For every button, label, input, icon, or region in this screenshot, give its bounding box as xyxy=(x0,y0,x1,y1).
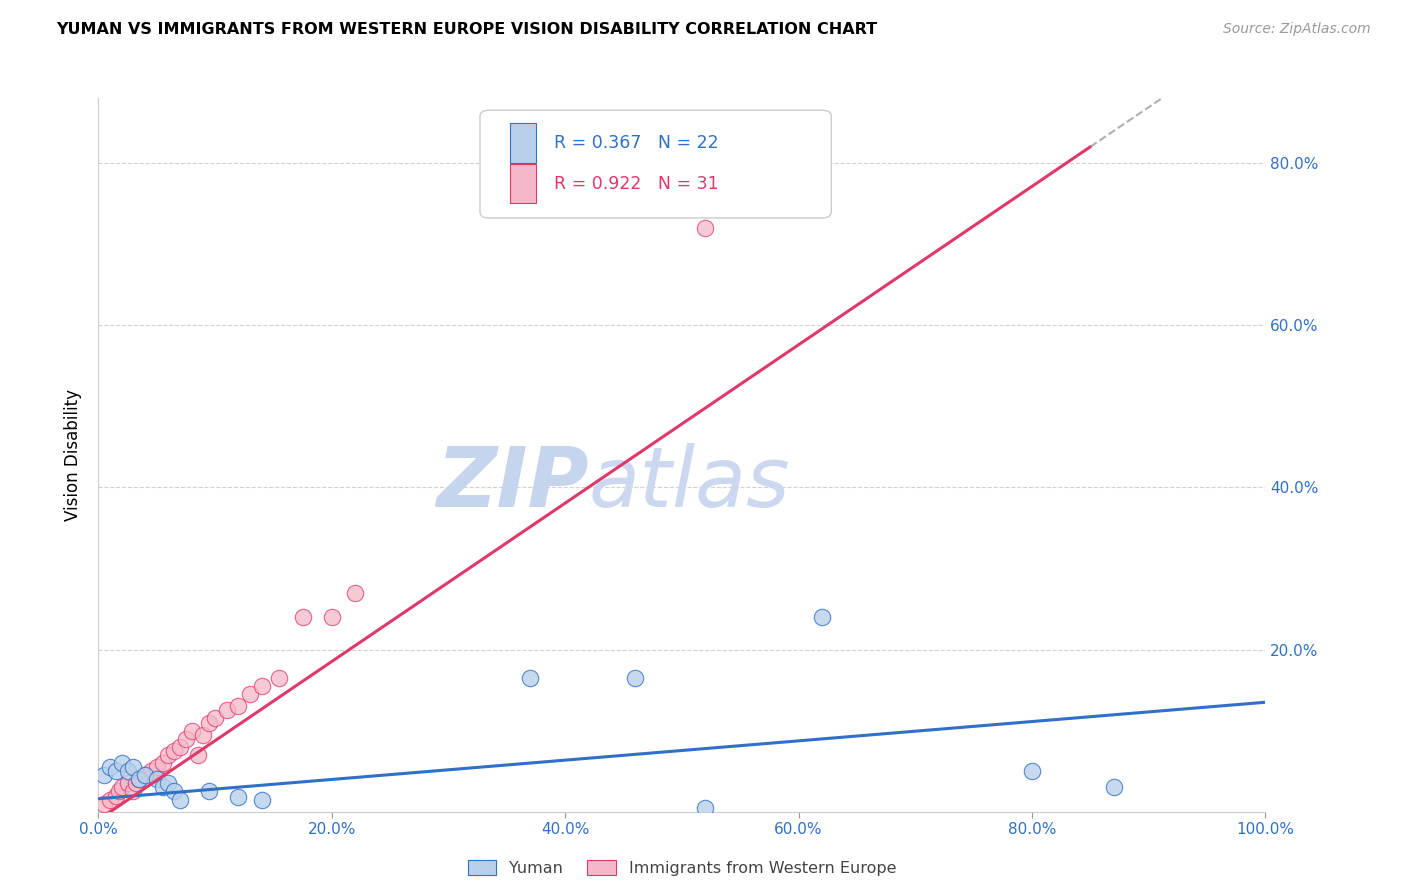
Point xyxy=(1021,764,1043,779)
Point xyxy=(128,772,150,787)
Point xyxy=(174,731,197,746)
Text: R = 0.922   N = 31: R = 0.922 N = 31 xyxy=(554,175,718,193)
Point xyxy=(321,610,343,624)
Point xyxy=(98,792,121,806)
Point xyxy=(122,784,145,798)
Point xyxy=(519,671,541,685)
Point xyxy=(228,699,250,714)
Point xyxy=(152,780,174,795)
Text: YUMAN VS IMMIGRANTS FROM WESTERN EUROPE VISION DISABILITY CORRELATION CHART: YUMAN VS IMMIGRANTS FROM WESTERN EUROPE … xyxy=(56,22,877,37)
Point xyxy=(204,711,226,725)
Point xyxy=(250,679,273,693)
Point xyxy=(163,744,186,758)
Text: Source: ZipAtlas.com: Source: ZipAtlas.com xyxy=(1223,22,1371,37)
Point xyxy=(134,768,156,782)
Point xyxy=(1102,780,1125,795)
Point xyxy=(146,772,169,787)
Point xyxy=(157,747,180,762)
Text: ZIP: ZIP xyxy=(436,443,589,524)
Point xyxy=(180,723,202,738)
Point xyxy=(122,760,145,774)
Point xyxy=(108,784,131,798)
Point xyxy=(811,610,834,624)
Point xyxy=(228,790,250,805)
Point xyxy=(104,789,127,803)
Point xyxy=(163,784,186,798)
Point xyxy=(93,768,115,782)
Text: R = 0.367   N = 22: R = 0.367 N = 22 xyxy=(554,134,718,152)
Point xyxy=(117,764,139,779)
Point xyxy=(198,784,221,798)
Point xyxy=(146,760,169,774)
Point xyxy=(98,760,121,774)
Point xyxy=(187,747,209,762)
Point xyxy=(239,687,262,701)
Y-axis label: Vision Disability: Vision Disability xyxy=(65,389,83,521)
Point xyxy=(128,772,150,787)
Point xyxy=(198,715,221,730)
Text: atlas: atlas xyxy=(589,443,790,524)
FancyBboxPatch shape xyxy=(510,123,536,162)
Point xyxy=(269,671,291,685)
Point xyxy=(695,220,717,235)
Point xyxy=(344,586,367,600)
Point xyxy=(695,800,717,814)
Point xyxy=(193,728,215,742)
FancyBboxPatch shape xyxy=(479,111,831,218)
Point xyxy=(624,671,647,685)
Point xyxy=(291,610,314,624)
Point xyxy=(152,756,174,770)
Legend: Yuman, Immigrants from Western Europe: Yuman, Immigrants from Western Europe xyxy=(461,854,903,882)
Point xyxy=(215,703,238,717)
Point xyxy=(104,764,127,779)
Point xyxy=(250,792,273,806)
Point xyxy=(117,776,139,790)
Point xyxy=(134,768,156,782)
Point xyxy=(139,764,162,779)
Point xyxy=(169,792,191,806)
Point xyxy=(169,739,191,754)
Point xyxy=(111,756,134,770)
Point xyxy=(157,776,180,790)
FancyBboxPatch shape xyxy=(510,164,536,203)
Point xyxy=(125,776,148,790)
Point xyxy=(111,780,134,795)
Point xyxy=(93,797,115,811)
